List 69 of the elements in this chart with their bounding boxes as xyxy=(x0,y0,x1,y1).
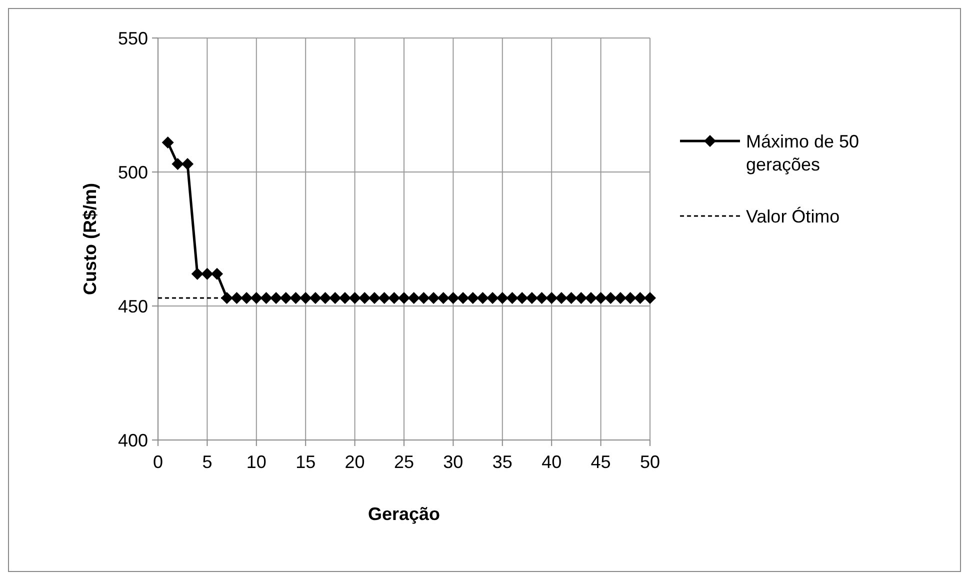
point xyxy=(575,292,588,304)
point xyxy=(555,292,568,304)
x-tick-label: 20 xyxy=(344,452,365,472)
point xyxy=(338,292,351,304)
point xyxy=(162,136,174,149)
point xyxy=(358,292,371,304)
x-tick-label: 0 xyxy=(152,452,164,472)
point xyxy=(624,292,636,304)
x-tick-label: 10 xyxy=(246,452,266,472)
point xyxy=(300,292,312,304)
point xyxy=(466,292,479,304)
y-axis-title: Custo (R$/m) xyxy=(80,182,100,295)
point xyxy=(260,292,272,304)
point xyxy=(486,292,499,304)
point xyxy=(211,268,224,280)
x-tick-label: 30 xyxy=(443,452,464,472)
y-tick-label: 400 xyxy=(118,430,148,450)
x-tick-label: 40 xyxy=(542,452,562,472)
point xyxy=(270,292,282,304)
point xyxy=(280,292,292,304)
point xyxy=(506,292,518,304)
x-tick-label: 50 xyxy=(640,452,660,472)
point xyxy=(388,292,400,304)
point xyxy=(516,292,528,304)
y-tick-label: 450 xyxy=(118,296,148,316)
x-tick-label: 15 xyxy=(296,452,316,472)
point xyxy=(418,292,430,304)
legend-label: Máximo de 50 gerações xyxy=(746,131,860,175)
y-tick-label: 550 xyxy=(118,28,148,48)
point xyxy=(250,292,262,304)
point xyxy=(594,292,607,304)
x-tick-label: 45 xyxy=(590,452,611,472)
point xyxy=(634,292,646,304)
x-tick-label: 35 xyxy=(492,452,512,472)
point xyxy=(447,292,460,304)
point xyxy=(536,292,548,304)
point xyxy=(368,292,380,304)
point xyxy=(565,292,578,304)
point xyxy=(496,292,508,304)
point xyxy=(546,292,558,304)
point xyxy=(526,292,538,304)
point xyxy=(182,158,194,170)
point xyxy=(240,292,253,304)
point xyxy=(309,292,322,304)
point xyxy=(476,292,489,304)
point xyxy=(437,292,450,304)
point xyxy=(230,292,243,304)
x-tick-label: 25 xyxy=(394,452,414,472)
legend-label: Valor Ótimo xyxy=(746,206,840,226)
point xyxy=(398,292,410,304)
point xyxy=(201,268,214,280)
point xyxy=(604,292,617,304)
point xyxy=(644,292,656,304)
point xyxy=(584,292,597,304)
point xyxy=(408,292,420,304)
point xyxy=(614,292,626,304)
point xyxy=(428,292,440,304)
point xyxy=(348,292,361,304)
x-tick-label: 5 xyxy=(202,452,212,472)
point xyxy=(319,292,332,304)
point xyxy=(220,292,233,304)
x-axis-title: Geração xyxy=(368,504,440,524)
y-tick-label: 500 xyxy=(118,162,148,182)
point xyxy=(191,268,204,280)
point xyxy=(457,292,470,304)
point xyxy=(329,292,342,304)
point xyxy=(172,158,184,170)
point xyxy=(290,292,302,304)
point xyxy=(378,292,390,304)
